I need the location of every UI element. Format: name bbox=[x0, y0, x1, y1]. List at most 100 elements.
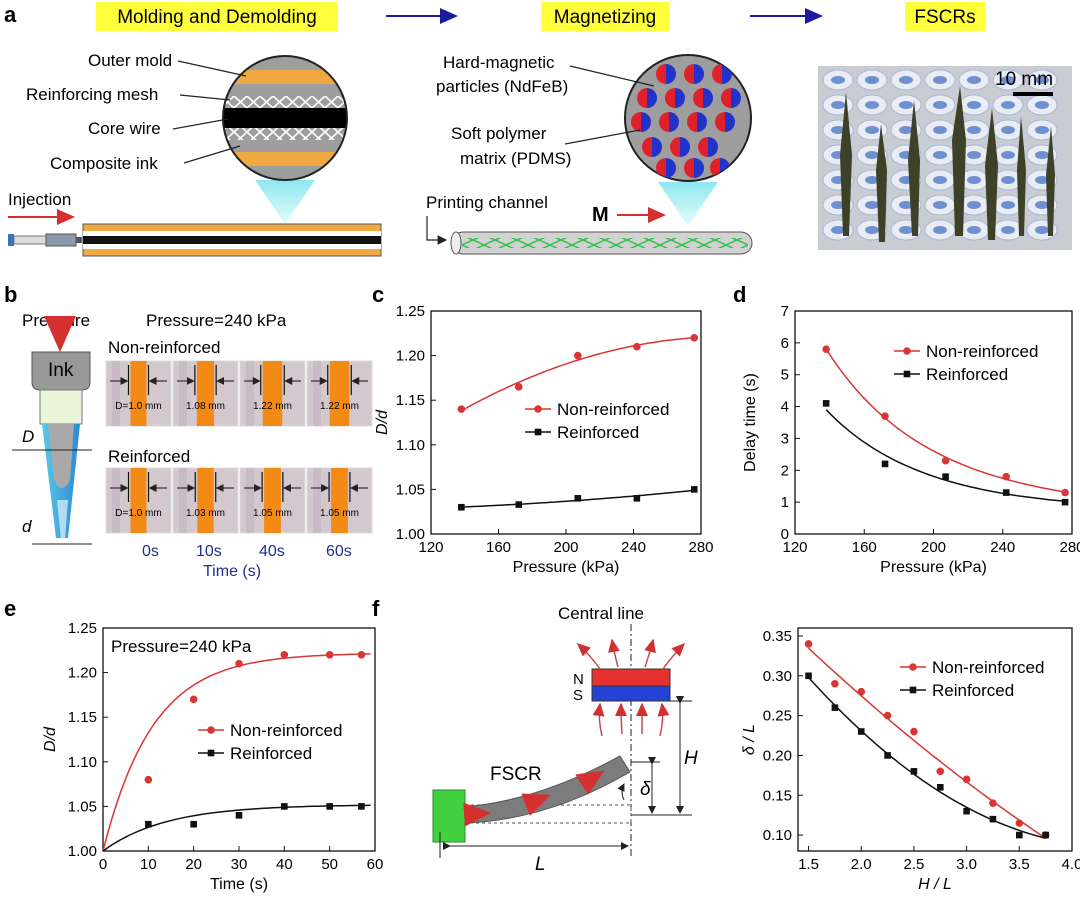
particle bbox=[656, 158, 676, 178]
x-axis-label: Time (s) bbox=[210, 876, 268, 893]
panel-f-label: f bbox=[372, 596, 380, 621]
fit-curve-1 bbox=[102, 804, 371, 852]
data-point bbox=[633, 342, 641, 351]
particle-magnifier bbox=[624, 54, 752, 226]
data-point bbox=[831, 679, 839, 688]
data-point bbox=[190, 820, 197, 828]
syringe-icon bbox=[8, 233, 82, 247]
scale-bar bbox=[1013, 92, 1053, 96]
micrograph-r-3: 1.05 mm bbox=[306, 467, 373, 534]
label-hard-magnetic: Hard-magnetic bbox=[443, 53, 555, 72]
micrograph-r-2: 1.05 mm bbox=[239, 467, 306, 534]
data-point bbox=[989, 815, 997, 823]
time-40s: 40s bbox=[259, 543, 285, 560]
legend-entry: Non-reinforced bbox=[926, 342, 1038, 361]
printing-channel bbox=[450, 231, 753, 255]
micrograph-diameter: 1.05 mm bbox=[253, 508, 292, 519]
time-10s: 10s bbox=[196, 543, 222, 560]
magnet-south-label: S bbox=[573, 687, 583, 704]
data-point bbox=[690, 486, 698, 493]
legend-entry: Non-reinforced bbox=[932, 658, 1044, 677]
undeformed-outline bbox=[464, 804, 632, 824]
panel-b: b Pressure Ink D d Pressure=240 kPa Non-… bbox=[4, 282, 373, 580]
length-label: L bbox=[535, 854, 546, 875]
y-tick-label: 1.25 bbox=[396, 303, 425, 320]
panel-c-label: c bbox=[372, 282, 384, 307]
time-0s: 0s bbox=[142, 543, 159, 560]
data-point bbox=[881, 412, 889, 420]
x-tick-label: 280 bbox=[688, 539, 713, 556]
data-point bbox=[325, 650, 334, 659]
particle bbox=[656, 64, 676, 84]
data-point bbox=[831, 704, 839, 711]
data-point bbox=[235, 812, 243, 819]
y-tick-label: 3 bbox=[781, 430, 789, 447]
nozzle-diagram bbox=[31, 351, 91, 540]
data-point bbox=[963, 807, 970, 815]
x-tick-label: 40 bbox=[276, 856, 293, 873]
data-point bbox=[235, 659, 243, 668]
y-axis-label: D/d bbox=[374, 409, 391, 435]
central-line-label: Central line bbox=[558, 604, 644, 623]
fscr-photo: 10 mm bbox=[818, 66, 1072, 250]
panel-f-diagram: f Central line N S FSCR bbox=[372, 596, 698, 875]
y-tick-label: 1.10 bbox=[68, 754, 97, 771]
x-axis-label: Pressure (kPa) bbox=[513, 559, 620, 576]
data-point bbox=[822, 400, 830, 407]
x-tick-label: 160 bbox=[852, 539, 877, 556]
y-tick-label: 0.35 bbox=[763, 628, 792, 645]
data-point bbox=[883, 711, 892, 720]
data-point bbox=[1016, 831, 1023, 839]
y-tick-label: 1 bbox=[781, 494, 789, 511]
label-field-m: M bbox=[592, 204, 609, 226]
condition-label: Pressure=240 kPa bbox=[146, 311, 287, 330]
data-point bbox=[936, 767, 945, 776]
label-printing-channel: Printing channel bbox=[426, 193, 548, 212]
data-point bbox=[804, 640, 813, 648]
data-point bbox=[1002, 489, 1010, 496]
y-tick-label: 7 bbox=[781, 303, 789, 320]
y-tick-label: 1.00 bbox=[68, 843, 97, 860]
micrograph-nr-1: 1.08 mm bbox=[172, 360, 239, 427]
particle bbox=[670, 137, 690, 157]
x-tick-label: 2.5 bbox=[903, 856, 924, 873]
fit-curve-1 bbox=[807, 676, 1046, 839]
x-tick-label: 4.0 bbox=[1062, 856, 1080, 873]
x-tick-label: 60 bbox=[367, 856, 384, 873]
data-point bbox=[515, 501, 523, 508]
particle bbox=[712, 64, 732, 84]
particle bbox=[684, 158, 704, 178]
time-axis-label: Time (s) bbox=[203, 563, 261, 580]
panel-d-label: d bbox=[733, 282, 746, 307]
chart-f: 1.5 2.0 2.5 3.0 3.5 4.0 0.10 0.15 0.20 0.25 0.30 0.… bbox=[741, 627, 1080, 893]
y-tick-label: 0.20 bbox=[763, 747, 792, 764]
legend-entry: Non-reinforced bbox=[557, 400, 669, 419]
label-big-d: D bbox=[22, 427, 34, 446]
data-point bbox=[910, 727, 918, 736]
micrograph-diameter: 1.08 mm bbox=[186, 401, 225, 412]
particle bbox=[665, 88, 685, 108]
legend-entry: Reinforced bbox=[557, 423, 639, 442]
mold-magnifier bbox=[222, 55, 348, 224]
panel-e-label: e bbox=[4, 596, 16, 621]
y-tick-label: 1.15 bbox=[68, 709, 97, 726]
particle bbox=[693, 88, 713, 108]
particle bbox=[687, 112, 707, 132]
x-tick-label: 30 bbox=[231, 856, 248, 873]
chart-annotation: Pressure=240 kPa bbox=[111, 637, 252, 656]
data-point bbox=[574, 351, 582, 360]
y-tick-label: 0.10 bbox=[763, 827, 792, 844]
data-point bbox=[144, 775, 153, 784]
label-soft-polymer: Soft polymer bbox=[451, 124, 547, 143]
y-tick-label: 0 bbox=[781, 526, 789, 543]
legend-entry: Non-reinforced bbox=[230, 721, 342, 740]
particle bbox=[721, 88, 741, 108]
mold-tube bbox=[82, 223, 382, 257]
scale-bar-label: 10 mm bbox=[995, 69, 1053, 90]
label-ndfeb: particles (NdFeB) bbox=[436, 77, 568, 96]
label-pressure: Pressure bbox=[22, 311, 90, 330]
panel-b-label: b bbox=[4, 282, 17, 307]
data-point bbox=[881, 460, 889, 468]
data-point bbox=[942, 473, 949, 480]
